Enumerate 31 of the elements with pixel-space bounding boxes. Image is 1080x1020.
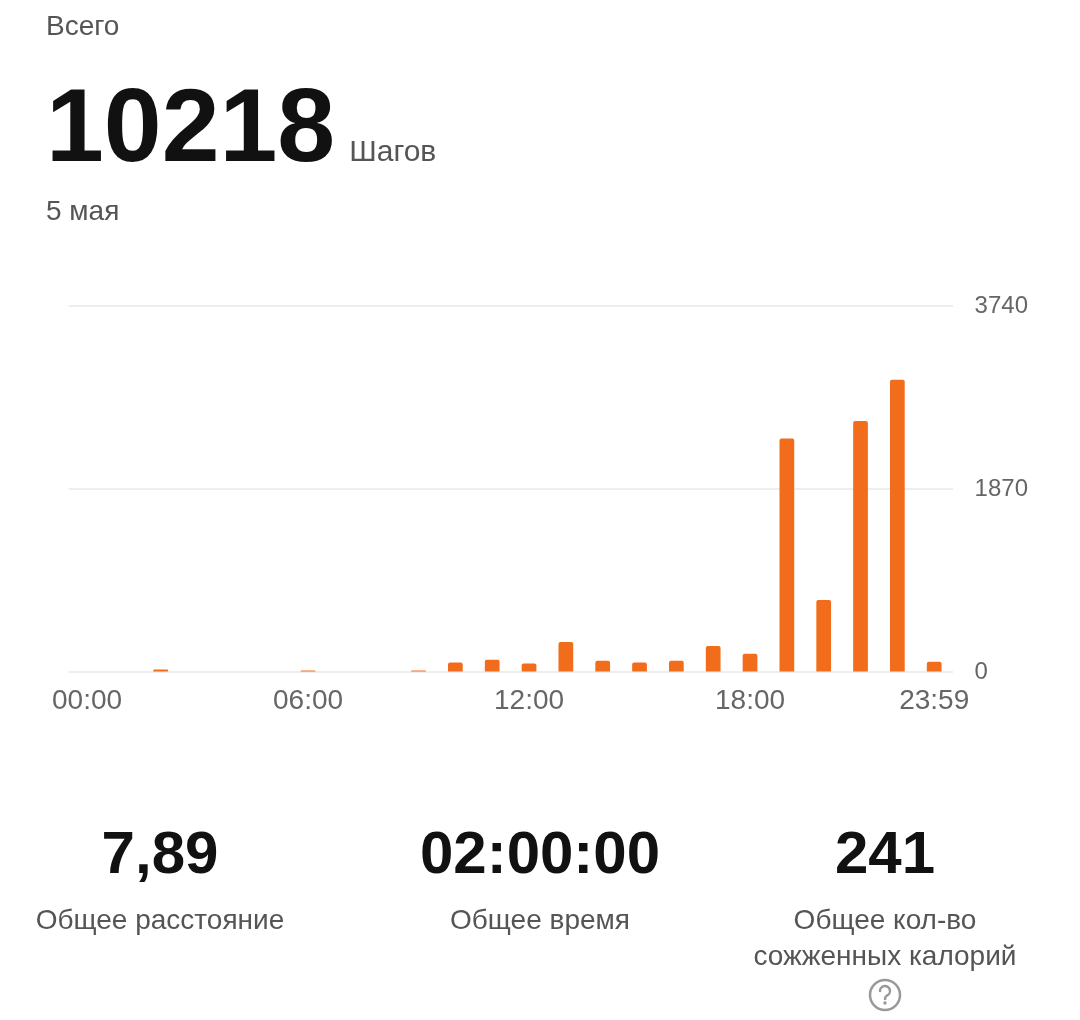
bar: [853, 420, 868, 672]
text: Общее кол-во сожженных калорий: [752, 903, 1018, 973]
bar: [926, 661, 942, 672]
text: Шагов: [349, 134, 437, 168]
bar: [889, 379, 905, 672]
bar: [669, 660, 684, 672]
bar: [779, 438, 795, 672]
bar: [484, 659, 500, 672]
text: 10218: [46, 66, 336, 185]
text: 02:00:00: [418, 818, 662, 888]
bar: [632, 662, 647, 672]
x-tick-label: 18:00: [714, 683, 786, 715]
x-tick-label: 06:00: [272, 683, 344, 715]
text: 241: [833, 818, 937, 888]
text: 5 мая: [46, 195, 120, 227]
bar: [558, 642, 574, 672]
y-tick-label: 3740: [974, 291, 1028, 319]
y-tick-label: 0: [974, 657, 988, 685]
chart-title: Всего: [46, 10, 120, 42]
text: Общее расстояние: [34, 903, 286, 937]
bar: [595, 660, 611, 672]
x-tick-label: 23:59: [899, 683, 970, 715]
text: Общее время: [449, 903, 631, 937]
bar: [742, 653, 758, 672]
x-tick-label: 12:00: [493, 683, 565, 715]
x-tick-label: 00:00: [52, 683, 123, 715]
bar: [816, 599, 832, 672]
bar: [705, 645, 721, 672]
y-tick-label: 1870: [974, 474, 1028, 502]
text: 7,89: [100, 818, 220, 888]
bar: [448, 662, 463, 672]
